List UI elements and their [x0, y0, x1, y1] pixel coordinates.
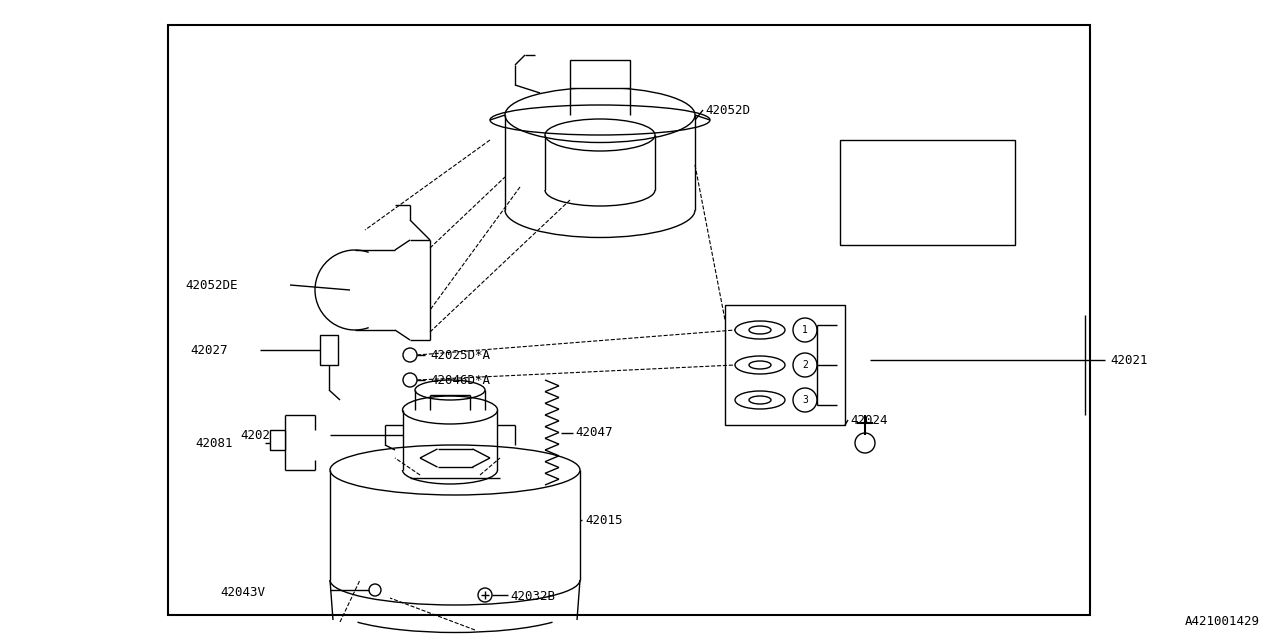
Text: 2: 2 — [852, 188, 859, 198]
Text: 42021: 42021 — [1110, 353, 1147, 367]
Text: 42025D*D: 42025D*D — [881, 188, 934, 198]
Text: 42022D: 42022D — [241, 429, 285, 442]
Text: 42024: 42024 — [850, 413, 887, 426]
Text: 42047: 42047 — [575, 426, 613, 439]
Text: 3: 3 — [852, 223, 859, 232]
Text: 42052D: 42052D — [705, 104, 750, 116]
Text: 42027: 42027 — [189, 344, 228, 356]
Bar — [570, 60, 630, 88]
Text: 42046D*A: 42046D*A — [430, 374, 490, 387]
Text: 42032B: 42032B — [509, 591, 556, 604]
Text: 42052DE: 42052DE — [186, 278, 238, 291]
Text: 1: 1 — [803, 325, 808, 335]
Bar — [840, 140, 1015, 245]
Bar — [270, 430, 285, 450]
Text: 42043V: 42043V — [220, 586, 265, 598]
Text: 42025D*C: 42025D*C — [881, 152, 934, 163]
Text: 3: 3 — [803, 395, 808, 405]
Text: 2: 2 — [803, 360, 808, 370]
Text: 42046D*B: 42046D*B — [881, 223, 934, 232]
Text: 42081: 42081 — [195, 436, 233, 449]
Text: 42015: 42015 — [585, 513, 622, 527]
Text: 42025D*A: 42025D*A — [430, 349, 490, 362]
Bar — [724, 305, 845, 425]
Bar — [168, 25, 1091, 615]
Bar — [320, 335, 338, 365]
Text: A421001429: A421001429 — [1185, 615, 1260, 628]
Text: 1: 1 — [852, 152, 859, 163]
